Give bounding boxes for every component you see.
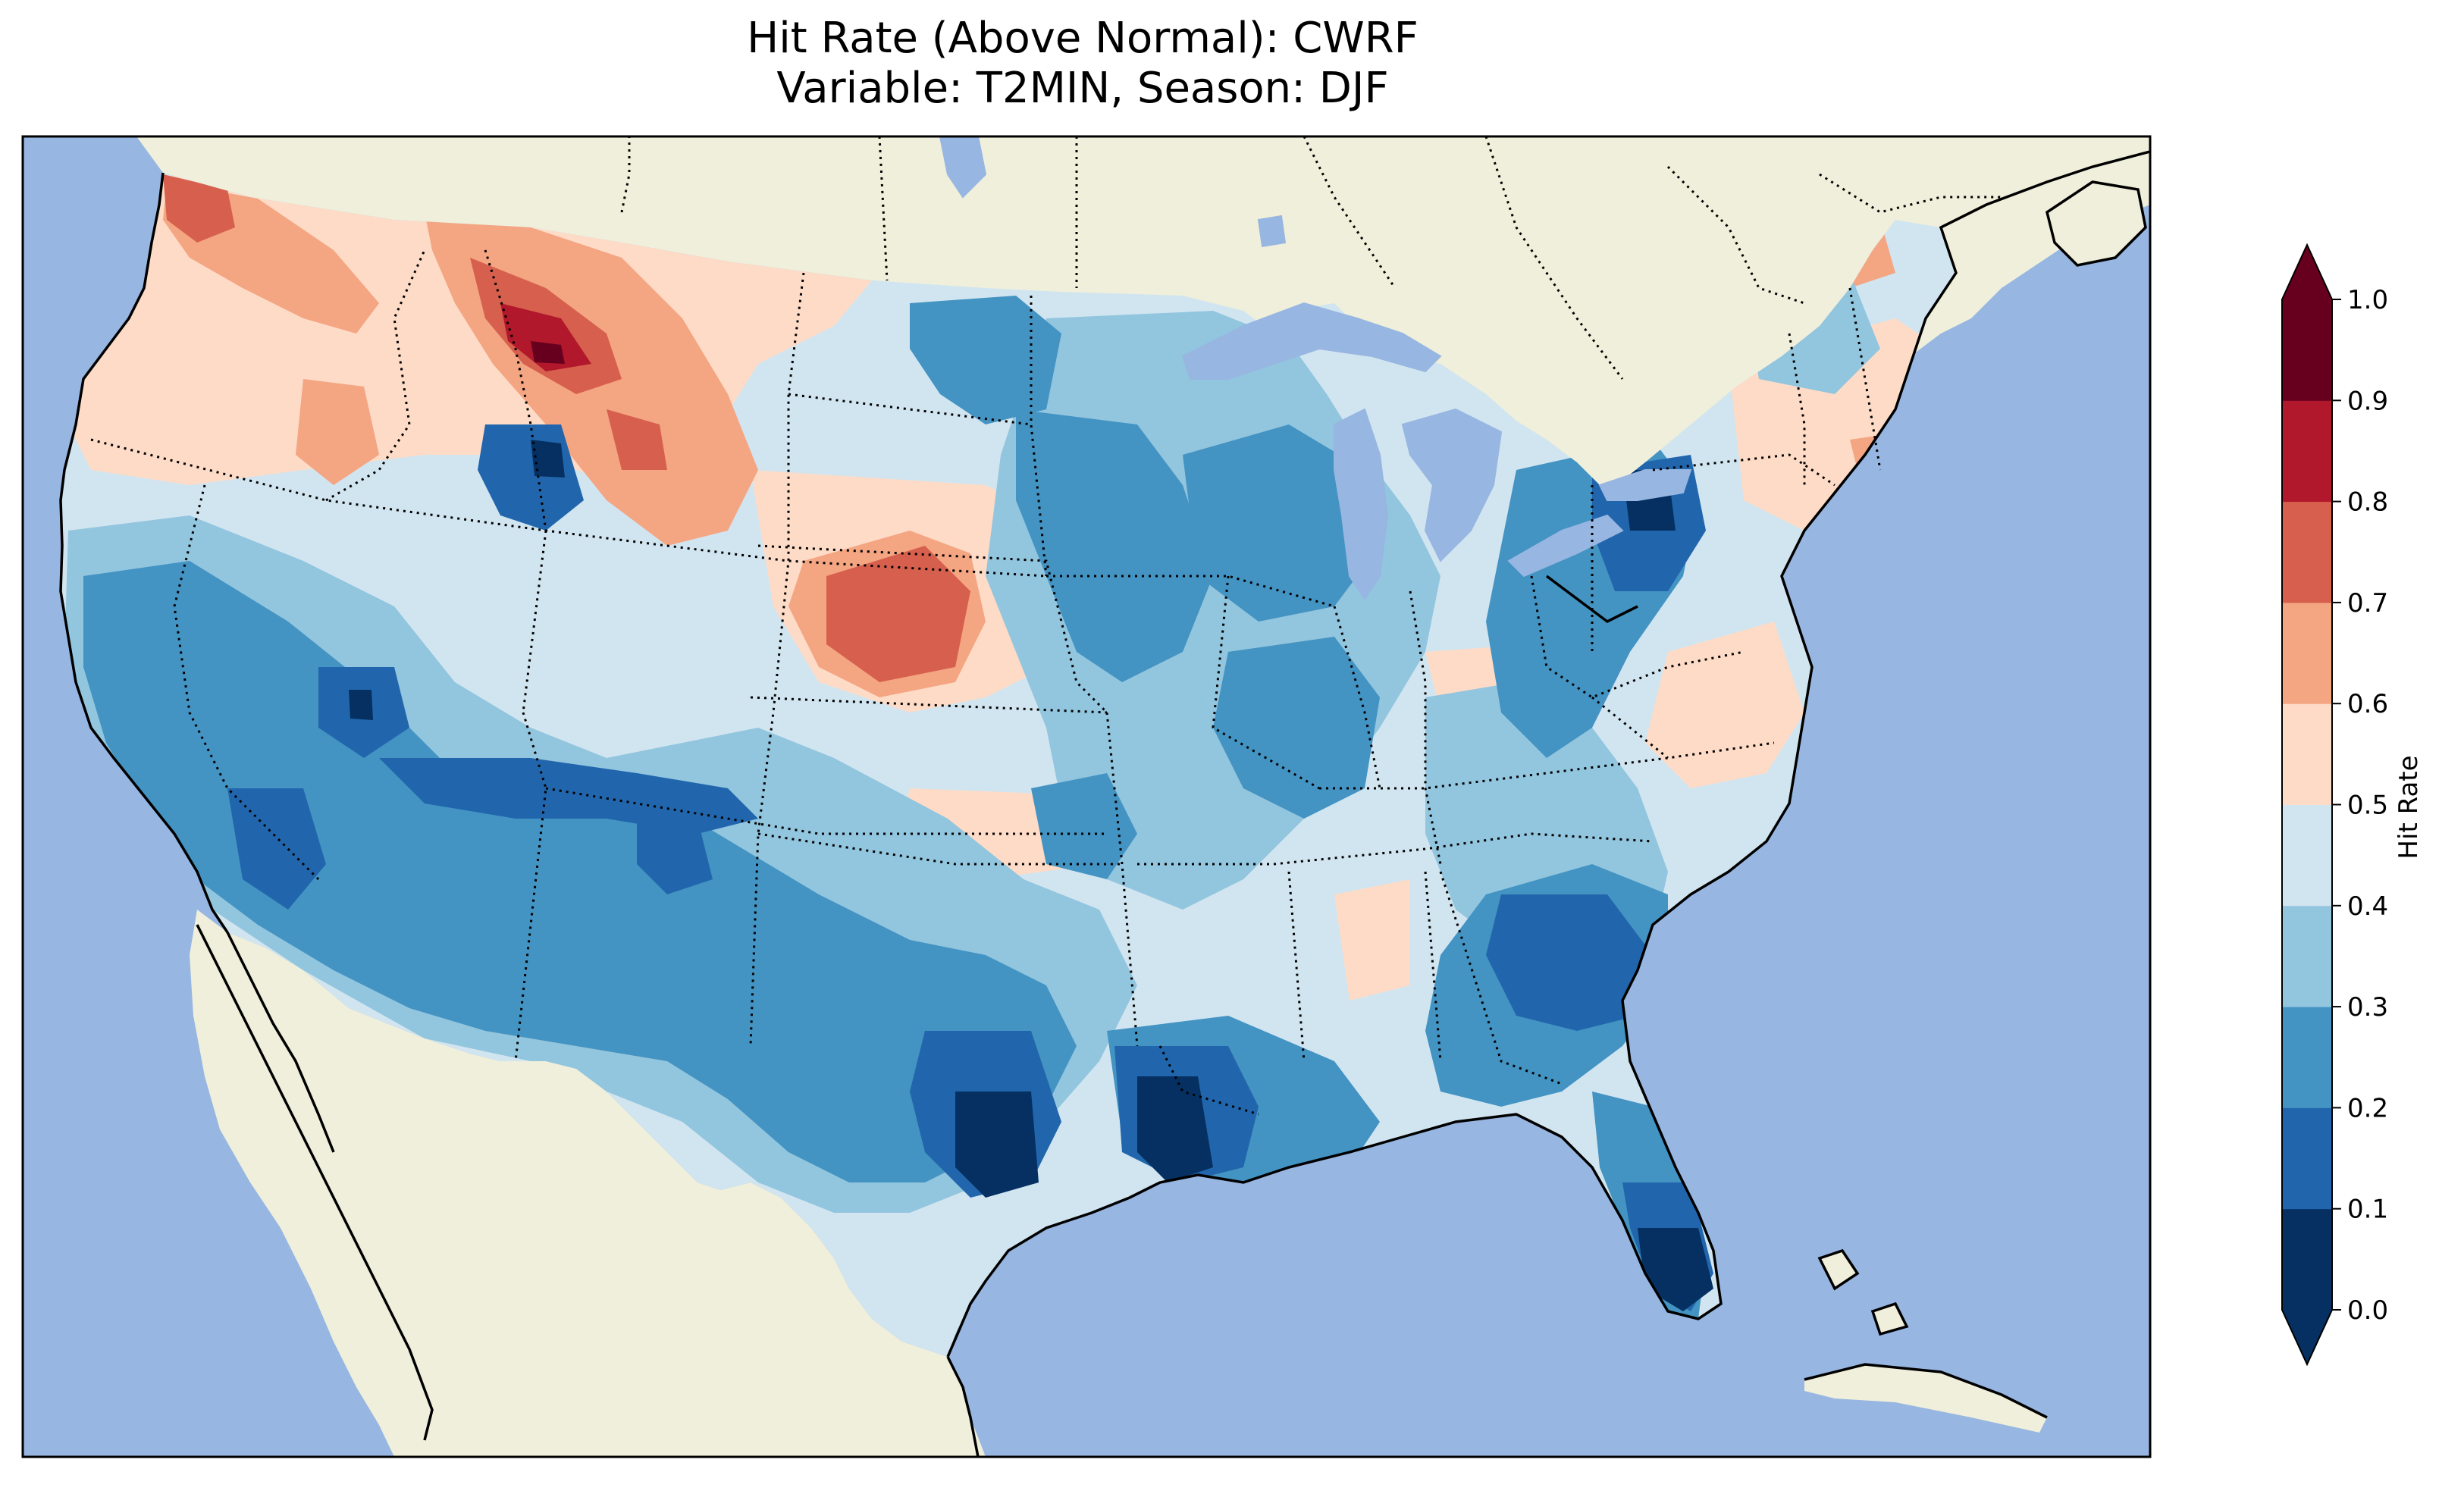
colorbar-bin	[2282, 905, 2332, 1007]
lake-superior	[1181, 302, 1442, 380]
colorbar-bin	[2282, 400, 2332, 503]
colorbar-tick-label: 0.1	[2347, 1195, 2388, 1225]
colorbar-tick-label: 0.6	[2347, 689, 2388, 719]
title-line-1: Hit Rate (Above Normal): CWRF	[747, 14, 1419, 63]
title-line-2: Variable: T2MIN, Season: DJF	[776, 64, 1389, 113]
colorbar-tick-label: 0.5	[2347, 791, 2388, 821]
colorbar-bin	[2282, 1208, 2332, 1311]
colorbar-bin	[2282, 299, 2332, 401]
newfoundland	[2047, 182, 2146, 265]
colorbar-bin	[2282, 1007, 2332, 1108]
colorbar-bin	[2282, 703, 2332, 805]
lake-huron	[1401, 408, 1503, 562]
colorbar-extend-max	[2282, 245, 2332, 299]
lake-of-the-woods	[1257, 215, 1287, 248]
map-frame	[21, 135, 2152, 1458]
lake-erie	[1507, 514, 1624, 578]
lake-michigan	[1334, 408, 1389, 600]
coastlines	[59, 150, 2150, 1457]
colorbar-bin	[2282, 1107, 2332, 1210]
colorbar-bin	[2282, 501, 2332, 603]
colorbar-label: Hit Rate	[2393, 755, 2424, 859]
colorbar-tick-label: 0.3	[2347, 992, 2388, 1023]
colorbar-bin	[2282, 602, 2332, 704]
colorbar-bin	[2282, 804, 2332, 907]
colorbar-extend-min	[2282, 1310, 2332, 1364]
colorbar-tick-label: 0.8	[2347, 487, 2388, 518]
colorbar-tick-label: 0.2	[2347, 1093, 2388, 1123]
colorbar-tick-label: 0.0	[2347, 1295, 2388, 1326]
colorbar-tick-label: 1.0	[2347, 285, 2388, 315]
lake-ontario	[1598, 469, 1692, 501]
colorbar-tick-label: 0.7	[2347, 588, 2388, 619]
state-borders	[90, 136, 2002, 1116]
colorbar-tick-label: 0.9	[2347, 386, 2388, 416]
bahamas	[1820, 1251, 1907, 1334]
map-title: Hit Rate (Above Normal): CWRF Variable: …	[0, 14, 2165, 114]
colorbar-tick-label: 0.4	[2347, 891, 2388, 922]
cuba	[1804, 1364, 2047, 1433]
baja-peninsula	[197, 925, 432, 1440]
great-lakes	[939, 136, 1692, 600]
